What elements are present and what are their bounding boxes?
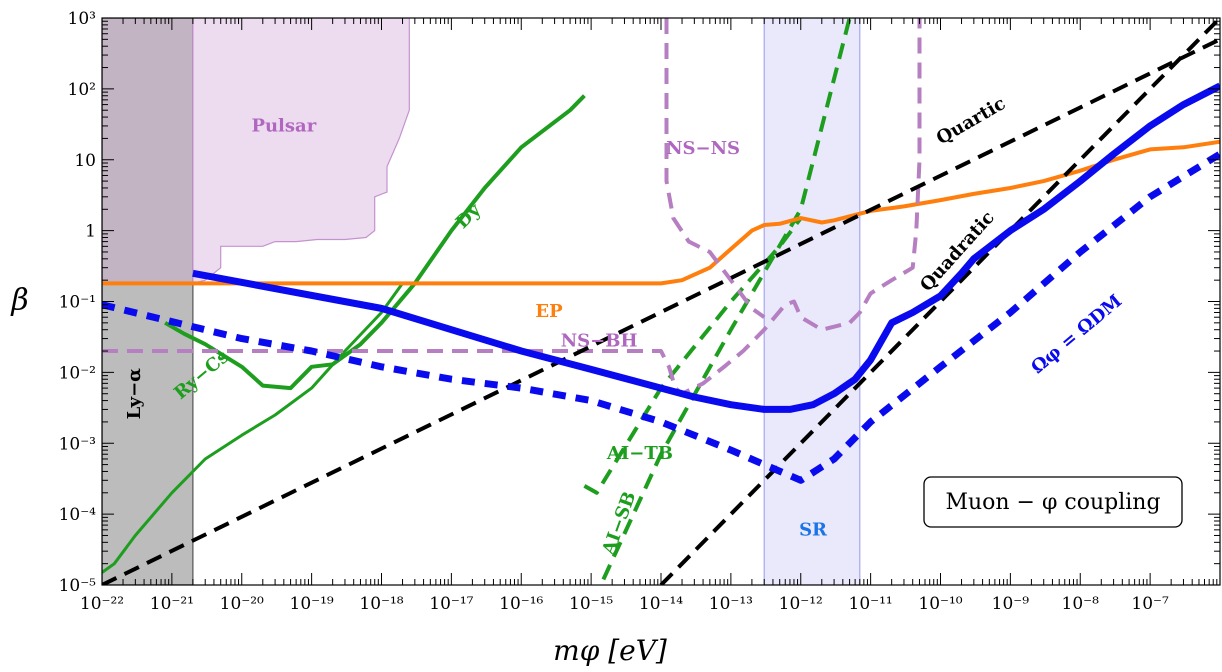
legend-text: Muon − φ coupling xyxy=(945,490,1160,515)
series-ai-sb xyxy=(601,18,852,581)
x-tick-label: 10⁻¹¹ xyxy=(849,594,893,614)
data-series xyxy=(102,18,1220,585)
series-ry-cs xyxy=(102,282,404,574)
series-quadratic xyxy=(659,18,1220,585)
y-tick-label: 10⁻³ xyxy=(59,434,96,454)
series-quartic xyxy=(102,37,1220,585)
y-axis-label: β xyxy=(10,283,28,318)
x-tick-label: 10⁻¹⁷ xyxy=(429,594,473,614)
x-tick-label: 10⁻⁹ xyxy=(992,594,1030,614)
y-tick-label: 10³ xyxy=(68,9,96,29)
annotation-pulsar: Pulsar xyxy=(251,116,316,137)
x-tick-label: 10⁻²¹ xyxy=(150,594,194,614)
x-tick-label: 10⁻¹⁵ xyxy=(569,594,613,614)
annotation-ns-ns: NS−NS xyxy=(666,138,740,159)
legend-box: Muon − φ coupling xyxy=(923,476,1183,528)
region-ly-alpha-upper xyxy=(102,18,194,284)
x-tick-label: 10⁻¹⁴ xyxy=(639,594,683,614)
y-tick-label: 10⁻⁵ xyxy=(59,576,97,596)
x-tick-label: 10⁻²⁰ xyxy=(220,594,264,614)
x-tick-label: 10⁻¹⁰ xyxy=(918,594,962,614)
region-sr xyxy=(763,18,861,585)
x-tick-label: 10⁻²² xyxy=(80,594,124,614)
x-tick-label: 10⁻⁷ xyxy=(1131,594,1169,614)
annotation-quartic: Quartic xyxy=(933,93,1009,149)
annotation-ns-bh: NS−BH xyxy=(561,331,638,352)
series-ns-ns xyxy=(664,18,766,319)
x-tick-label: 10⁻¹³ xyxy=(709,594,753,614)
annotation-ep: EP xyxy=(535,301,563,322)
series-dy xyxy=(164,94,586,391)
legend-frame xyxy=(923,476,1183,528)
y-tick-label: 10 xyxy=(74,151,96,171)
series-solid-blue xyxy=(192,82,1220,413)
y-tick-label: 10² xyxy=(68,80,96,100)
x-tick-label: 10⁻⁸ xyxy=(1062,594,1100,614)
region-pulsar xyxy=(192,18,410,285)
y-tick-label: 1 xyxy=(85,222,96,242)
annotation-dy: Dy xyxy=(452,199,486,233)
axis-ticks: 10⁻²² 10⁻²¹ 10⁻²⁰ 10⁻¹⁹ 10⁻¹⁸ 10⁻¹⁷ 10⁻¹⁶ 10⁻¹⁵… xyxy=(59,9,1220,614)
annotation-sr: SR xyxy=(799,519,828,540)
shaded-regions xyxy=(102,18,861,585)
series-ep xyxy=(102,139,1220,286)
annotation-ai-tb: AI−TB xyxy=(606,443,673,464)
y-tick-label: 10⁻¹ xyxy=(59,293,96,313)
x-axis-label: mφ [eV] xyxy=(553,634,667,667)
y-tick-label: 10⁻⁴ xyxy=(59,505,97,525)
x-tick-label: 10⁻¹⁸ xyxy=(359,594,403,614)
y-tick-label: 10⁻² xyxy=(59,363,96,383)
region-ly xyxy=(102,282,194,585)
annotation-ly: Ly−α xyxy=(124,368,145,420)
x-tick-label: 10⁻¹⁹ xyxy=(290,594,334,614)
x-tick-label: 10⁻¹⁶ xyxy=(499,594,543,614)
annotation-dm: Ωφ = ΩDM xyxy=(1027,290,1126,378)
annotation-ai-sb: AI−SB xyxy=(598,489,641,559)
x-tick-label: 10⁻¹² xyxy=(779,594,823,614)
